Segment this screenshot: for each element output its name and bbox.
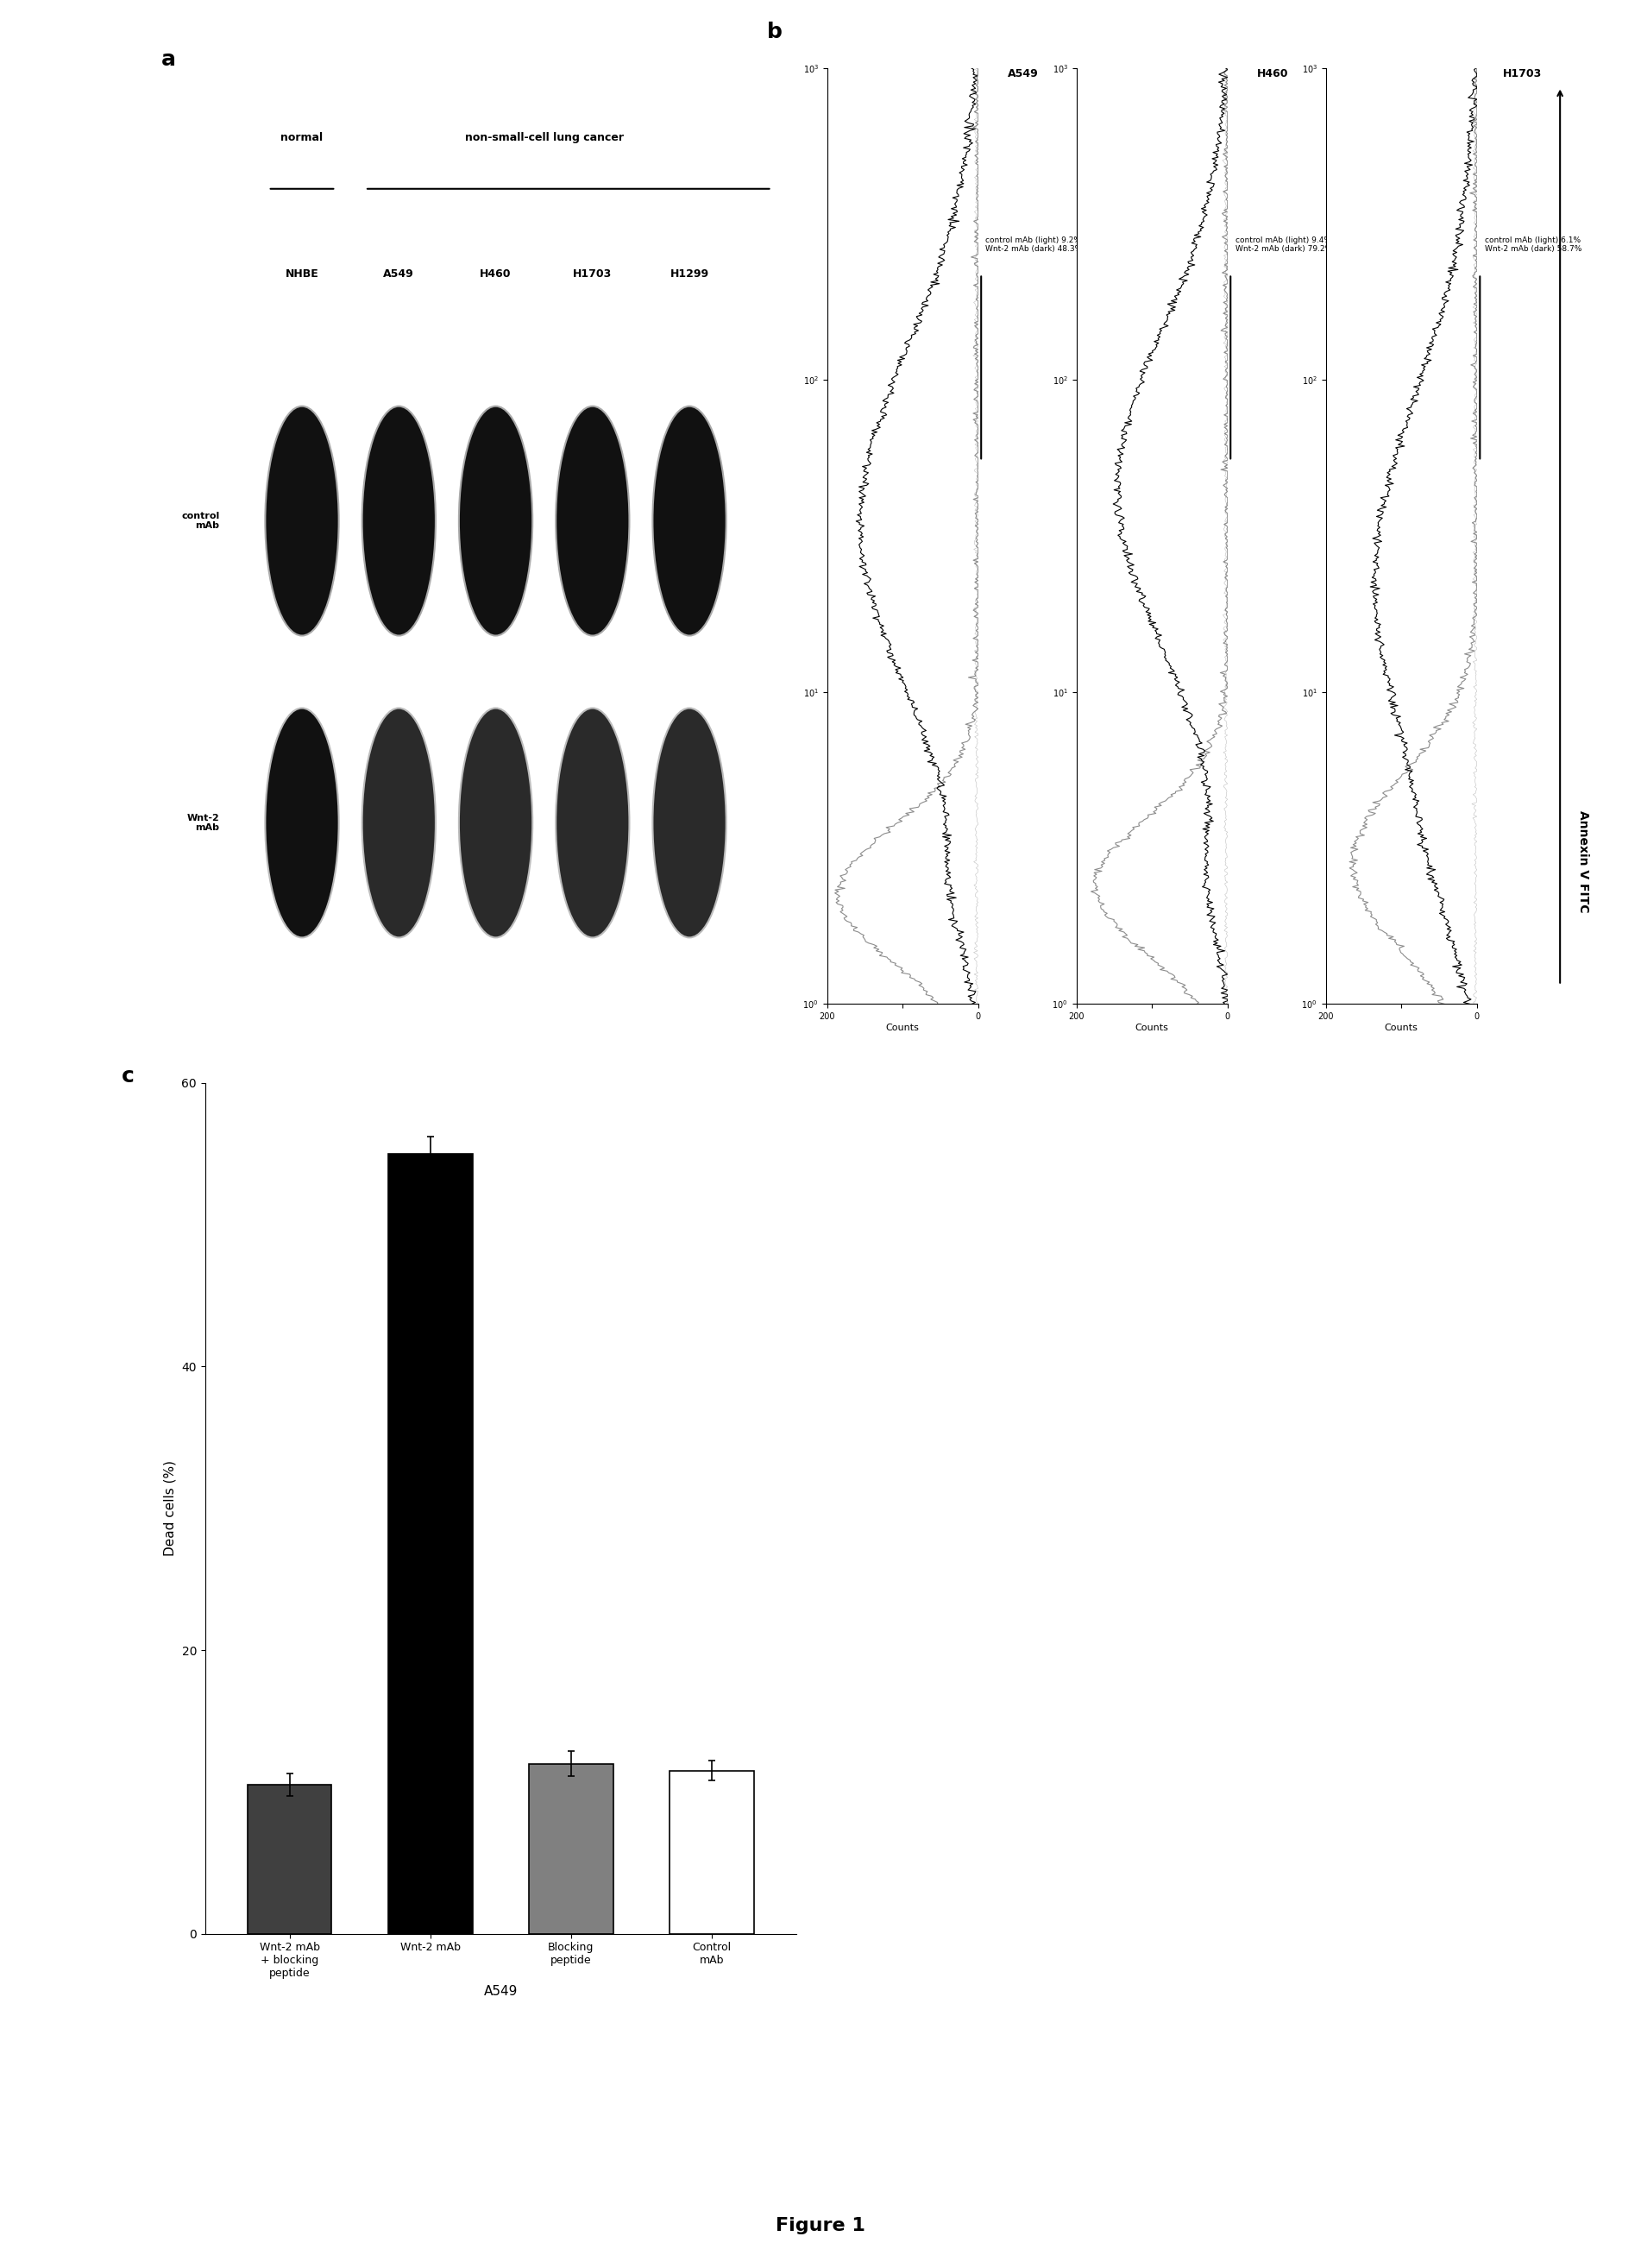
Text: b: b	[766, 20, 783, 41]
Y-axis label: Dead cells (%): Dead cells (%)	[164, 1461, 177, 1556]
Text: H1299: H1299	[670, 268, 709, 279]
Circle shape	[653, 708, 727, 937]
Circle shape	[556, 406, 630, 635]
Circle shape	[556, 708, 630, 937]
X-axis label: A549: A549	[484, 1984, 517, 1998]
X-axis label: Counts: Counts	[1385, 1023, 1418, 1032]
Text: A549: A549	[384, 268, 414, 279]
Circle shape	[459, 406, 533, 635]
Text: NHBE: NHBE	[286, 268, 318, 279]
Text: a: a	[161, 50, 176, 70]
X-axis label: Counts: Counts	[1136, 1023, 1168, 1032]
Text: Figure 1: Figure 1	[776, 2216, 865, 2234]
Text: control mAb (light) 6.1%
Wnt-2 mAb (dark) 58.7%: control mAb (light) 6.1% Wnt-2 mAb (dark…	[1485, 236, 1582, 254]
Circle shape	[266, 708, 338, 937]
Text: Annexin V FITC: Annexin V FITC	[1577, 810, 1590, 914]
Text: H1703: H1703	[1503, 68, 1543, 79]
Text: H460: H460	[479, 268, 512, 279]
Text: control mAb (light) 9.4%
Wnt-2 mAb (dark) 79.2%: control mAb (light) 9.4% Wnt-2 mAb (dark…	[1236, 236, 1332, 254]
Bar	[528, 1765, 614, 1935]
Circle shape	[363, 708, 435, 937]
Text: H1703: H1703	[573, 268, 612, 279]
Circle shape	[363, 406, 435, 635]
Circle shape	[266, 406, 338, 635]
X-axis label: Counts: Counts	[886, 1023, 919, 1032]
Text: H460: H460	[1257, 68, 1288, 79]
Bar	[387, 1154, 473, 1935]
Text: normal: normal	[281, 132, 323, 143]
Text: non-small-cell lung cancer: non-small-cell lung cancer	[464, 132, 624, 143]
Bar	[670, 1771, 753, 1935]
Text: control
mAb: control mAb	[182, 513, 220, 531]
Bar	[248, 1785, 331, 1935]
Circle shape	[459, 708, 533, 937]
Text: Wnt-2
mAb: Wnt-2 mAb	[187, 814, 220, 832]
Text: c: c	[121, 1066, 135, 1086]
Circle shape	[653, 406, 727, 635]
Text: A549: A549	[1008, 68, 1039, 79]
Text: control mAb (light) 9.2%
Wnt-2 mAb (dark) 48.3%: control mAb (light) 9.2% Wnt-2 mAb (dark…	[986, 236, 1083, 254]
